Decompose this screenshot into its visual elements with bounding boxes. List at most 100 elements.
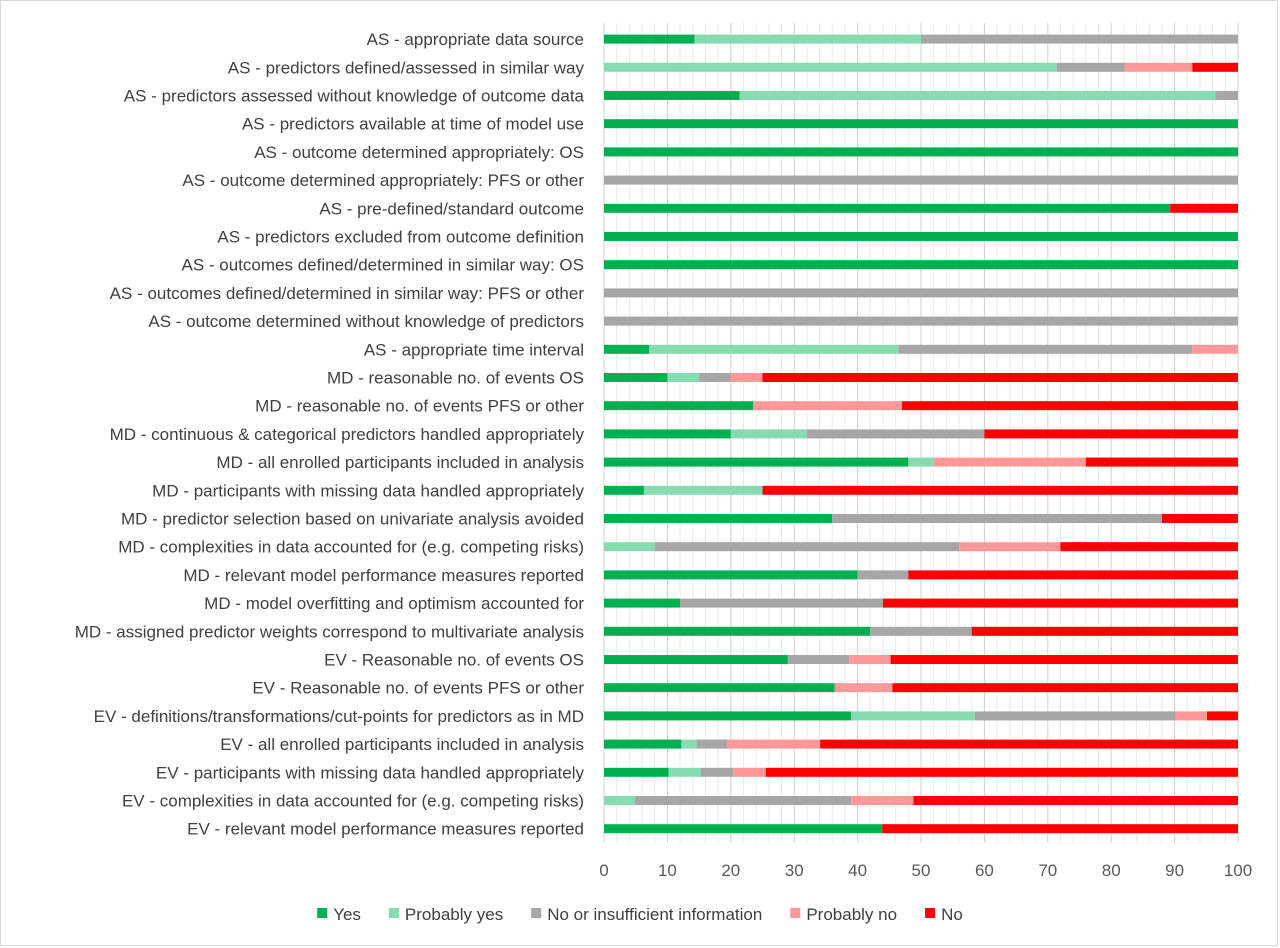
legend-label: Probably no (806, 905, 897, 924)
category-label: EV - all enrolled participants included … (220, 735, 584, 754)
bar-segment-probably-no (1175, 711, 1207, 721)
bar-segment-no (882, 824, 1238, 834)
bar-segment-probably-no (733, 767, 766, 777)
x-tick-label: 20 (721, 861, 740, 880)
category-label: MD - continuous & categorical predictors… (110, 425, 585, 444)
category-label: EV - complexities in data accounted for … (122, 792, 584, 811)
bar-segment-probably-yes (739, 91, 1216, 100)
category-label: AS - outcome determined appropriately: P… (182, 171, 584, 190)
bar-segment-no (1170, 203, 1238, 213)
bar-segment-yes (604, 401, 753, 411)
bar-segment-probably-yes (681, 739, 697, 749)
legend-label: Yes (333, 905, 361, 924)
category-label: EV - relevant model performance measures… (187, 820, 584, 839)
category-label: AS - pre-defined/standard outcome (319, 199, 584, 218)
x-tick-label: 40 (848, 861, 867, 880)
x-tick-label: 50 (912, 861, 931, 880)
bar-segment-no (908, 570, 1238, 580)
bar-segment-no (1060, 542, 1238, 552)
bar-segment-no (1192, 62, 1238, 72)
x-tick-label: 90 (1165, 861, 1184, 880)
category-label: MD - reasonable no. of events OS (327, 369, 584, 388)
bar-segment-no (882, 598, 1238, 608)
bar-segment-no (1161, 514, 1238, 523)
bar-segment-probably-no (752, 401, 902, 411)
bar-segment-probably-no (851, 796, 914, 805)
bar-segment-yes (604, 514, 833, 523)
bar-segment-probably-yes (730, 429, 807, 439)
bar-segment-no-or-insufficient-information (974, 711, 1176, 721)
legend-item: No or insufficient information (531, 905, 762, 924)
bar-segment-no (820, 739, 1238, 749)
category-label: MD - relevant model performance measures… (183, 566, 584, 585)
category-label: MD - reasonable no. of events PFS or oth… (255, 397, 584, 416)
bar-segment-no-or-insufficient-information (870, 626, 972, 636)
x-tick-label: 100 (1224, 861, 1252, 880)
bar-segment-no-or-insufficient-information (921, 34, 1238, 44)
bars (604, 34, 1238, 834)
bar-segment-yes (604, 767, 669, 777)
category-label: EV - participants with missing data hand… (156, 763, 585, 782)
bar-segment-probably-yes (908, 457, 934, 467)
category-label: MD - all enrolled participants included … (216, 453, 584, 472)
bar-segment-no (762, 373, 1238, 382)
bar-segment-probably-yes (851, 711, 975, 721)
bar-segment-yes (604, 260, 1238, 270)
category-label: MD - assigned predictor weights correspo… (75, 622, 584, 641)
category-label: EV - Reasonable no. of events PFS or oth… (252, 679, 584, 698)
category-label: EV - Reasonable no. of events OS (324, 651, 584, 670)
bar-segment-yes (604, 598, 681, 608)
category-label: AS - outcomes defined/determined in simi… (181, 256, 584, 275)
category-label: AS - outcomes defined/determined in simi… (110, 284, 585, 303)
bar-segment-yes (604, 683, 835, 693)
bar-segment-probably-yes (604, 62, 1057, 72)
bar-segment-no-or-insufficient-information (806, 429, 985, 439)
bar-segment-probably-no (1124, 62, 1193, 72)
bar-segment-yes (604, 457, 909, 467)
bar-segment-no (984, 429, 1238, 439)
category-label: EV - definitions/transformations/cut-poi… (94, 707, 584, 726)
legend-swatch (317, 908, 328, 918)
bar-segment-probably-no (959, 542, 1061, 552)
bar-segment-no-or-insufficient-information (604, 175, 1238, 185)
bar-segment-no (913, 796, 1238, 805)
bar-segment-yes (604, 824, 883, 834)
category-label: AS - predictors defined/assessed in simi… (228, 58, 585, 77)
legend-label: No or insufficient information (547, 905, 762, 924)
legend-label: No (941, 905, 963, 924)
legend-swatch (388, 908, 399, 918)
legend-swatch (531, 908, 542, 918)
x-tick-label: 60 (975, 861, 994, 880)
bar-segment-no (1206, 711, 1238, 721)
bar-segment-probably-yes (643, 485, 763, 495)
category-label: AS - outcome determined appropriately: O… (254, 143, 584, 162)
bar-segment-probably-no (727, 739, 821, 749)
legend-swatch (925, 908, 936, 918)
bar-segment-no-or-insufficient-information (1056, 62, 1125, 72)
bar-segment-probably-no (730, 373, 763, 382)
bar-segment-no-or-insufficient-information (696, 739, 728, 749)
bar-segment-probably-no (1192, 344, 1238, 354)
bar-segment-no-or-insufficient-information (635, 796, 852, 805)
bar-segment-probably-yes (649, 344, 899, 354)
bar-segment-yes (604, 119, 1238, 129)
bar-segment-yes (604, 570, 858, 580)
bar-segment-yes (604, 373, 668, 382)
bar-segment-yes (604, 485, 644, 495)
bar-segment-no-or-insufficient-information (604, 288, 1238, 298)
legend-item: Yes (317, 905, 361, 924)
category-labels: AS - appropriate data source AS - predict… (75, 30, 585, 839)
bar-segment-probably-no (933, 457, 1086, 467)
bar-segment-probably-no (849, 655, 891, 664)
bar-segment-no-or-insufficient-information (898, 344, 1193, 354)
bar-segment-yes (604, 429, 731, 439)
category-label: MD - participants with missing data hand… (152, 481, 584, 500)
category-label: AS - appropriate time interval (364, 340, 584, 359)
bar-segment-no (971, 626, 1238, 636)
bar-segment-probably-yes (667, 373, 700, 382)
category-label: AS - predictors excluded from outcome de… (217, 228, 584, 247)
bar-segment-no-or-insufficient-information (832, 514, 1162, 523)
category-label: AS - outcome determined without knowledg… (148, 312, 584, 331)
x-tick-label: 80 (1102, 861, 1121, 880)
